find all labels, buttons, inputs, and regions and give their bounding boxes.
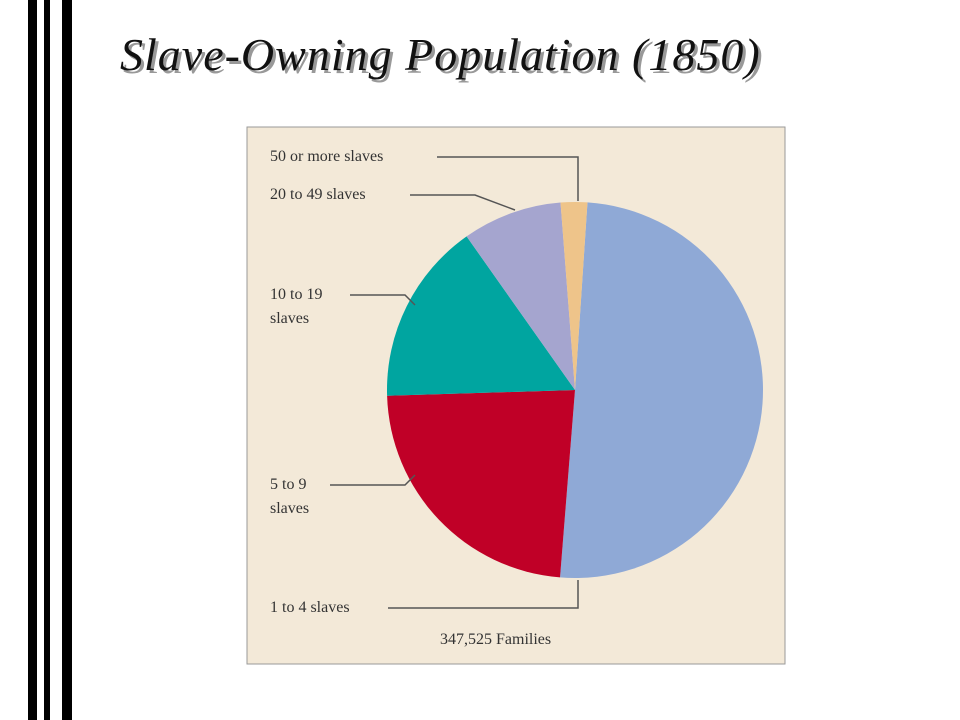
decor-bar [28,0,37,720]
pie-slice [387,390,575,578]
slice-label: 20 to 49 slaves [270,186,366,203]
leader-line [350,294,416,306]
leader-line [410,194,516,211]
slice-label: 1 to 4 slaves [270,599,350,616]
leader-line [437,156,579,201]
total-note: 347,525 Families [440,631,552,648]
pie-slice [560,202,764,578]
pie-slice [560,202,588,390]
decor-bar [62,0,72,720]
chart-title: Slave-Owning Population (1850) [120,29,761,80]
leader-lines [330,156,579,609]
slice-label: 50 or more slaves [270,148,384,165]
leader-line [388,580,579,609]
slice-label: 10 to 19 slaves [270,286,323,327]
pie-slice [466,202,575,390]
leader-line [330,474,416,486]
slice-label: 5 to 9 slaves [270,476,310,517]
decor-bar [44,0,50,720]
pie-slice [387,236,575,396]
